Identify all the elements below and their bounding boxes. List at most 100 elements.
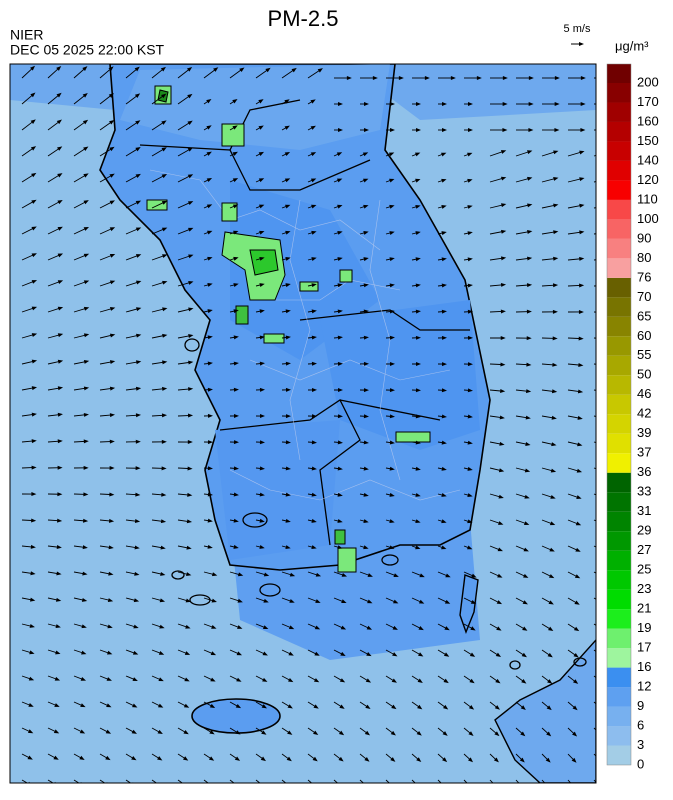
- colorbar-tick-label: 46: [637, 386, 651, 401]
- colorbar-segment: [607, 570, 631, 589]
- colorbar-tick-label: 16: [637, 659, 651, 674]
- colorbar-tick-label: 9: [637, 698, 644, 713]
- arrow-head: [597, 784, 602, 789]
- arrow-head: [545, 784, 550, 789]
- colorbar-segment: [607, 648, 631, 667]
- arrow-head: [571, 784, 576, 789]
- colorbar-tick-label: 33: [637, 484, 651, 499]
- colorbar-tick-label: 23: [637, 581, 651, 596]
- colorbar-segment: [607, 122, 631, 141]
- colorbar-segment: [607, 336, 631, 355]
- colorbar-segment: [607, 317, 631, 336]
- colorbar-tick-label: 100: [637, 211, 659, 226]
- colorbar-segment: [607, 473, 631, 492]
- arrow-head: [493, 784, 498, 789]
- arrow-head: [468, 784, 473, 789]
- colorbar-segment: [607, 395, 631, 414]
- wind-arrow: [594, 780, 602, 789]
- agency: NIER: [10, 27, 43, 43]
- colorbar-tick-label: 50: [637, 367, 651, 382]
- datetime: DEC 05 2025 22:00 KST: [10, 42, 165, 58]
- unit: μg/m³: [615, 38, 649, 53]
- colorbar-segment: [607, 102, 631, 121]
- arrow-head: [599, 679, 604, 684]
- colorbar-segment: [607, 200, 631, 219]
- colorbar-segment: [607, 64, 631, 83]
- colorbar-segment: [607, 375, 631, 394]
- colorbar-segment: [607, 531, 631, 550]
- colorbar-segment: [607, 707, 631, 726]
- colorbar-segment: [607, 141, 631, 160]
- colorbar-tick-label: 90: [637, 230, 651, 245]
- arrow-head: [598, 732, 603, 737]
- colorbar-tick-label: 25: [637, 562, 651, 577]
- arrow-head: [286, 783, 291, 788]
- colorbar-segment: [607, 180, 631, 199]
- colorbar-segment: [607, 726, 631, 745]
- arrow-head: [601, 548, 606, 552]
- colorbar-tick-label: 65: [637, 308, 651, 323]
- colorbar-tick-label: 39: [637, 425, 651, 440]
- colorbar-tick-label: 160: [637, 113, 659, 128]
- arrow-head: [442, 783, 447, 788]
- wind-scale-arrow: [571, 42, 584, 46]
- colorbar-segment: [607, 453, 631, 472]
- colorbar-tick-label: 140: [637, 152, 659, 167]
- colorbar: 0369121617192123252729313336373942465055…: [607, 64, 659, 771]
- colorbar-tick-label: 150: [637, 133, 659, 148]
- colorbar-segment: [607, 551, 631, 570]
- colorbar-segment: [607, 258, 631, 277]
- colorbar-tick-label: 70: [637, 289, 651, 304]
- colorbar-tick-label: 42: [637, 406, 651, 421]
- colorbar-segment: [607, 356, 631, 375]
- colorbar-segment: [607, 239, 631, 258]
- colorbar-tick-label: 12: [637, 678, 651, 693]
- colorbar-tick-label: 200: [637, 74, 659, 89]
- colorbar-tick-label: 55: [637, 347, 651, 362]
- colorbar-tick-label: 19: [637, 620, 651, 635]
- colorbar-segment: [607, 278, 631, 297]
- arrow-head: [601, 574, 606, 578]
- arrow-head: [364, 783, 369, 788]
- colorbar-tick-label: 170: [637, 94, 659, 109]
- colorbar-tick-label: 6: [637, 717, 644, 732]
- colorbar-tick-label: 21: [637, 601, 651, 616]
- colorbar-segment: [607, 609, 631, 628]
- colorbar-segment: [607, 434, 631, 453]
- colorbar-tick-label: 29: [637, 523, 651, 538]
- arrow-head: [312, 783, 317, 788]
- colorbar-segment: [607, 492, 631, 511]
- colorbar-segment: [607, 414, 631, 433]
- arrow-head: [338, 783, 343, 788]
- colorbar-segment: [607, 746, 631, 765]
- colorbar-segment: [607, 83, 631, 102]
- arrow-head: [390, 783, 395, 788]
- wind-scale-label: 5 m/s: [564, 23, 591, 35]
- arrow-head: [597, 758, 602, 763]
- arrow-head: [602, 522, 607, 526]
- colorbar-tick-label: 17: [637, 640, 651, 655]
- colorbar-tick-label: 0: [637, 756, 644, 771]
- colorbar-tick-label: 76: [637, 269, 651, 284]
- title: PM-2.5: [268, 6, 339, 31]
- colorbar-tick-label: 27: [637, 542, 651, 557]
- arrow-head: [416, 783, 421, 788]
- colorbar-tick-label: 110: [637, 191, 658, 206]
- colorbar-segment: [607, 687, 631, 706]
- colorbar-segment: [607, 161, 631, 180]
- map: [10, 64, 612, 789]
- colorbar-segment: [607, 590, 631, 609]
- colorbar-segment: [607, 219, 631, 238]
- colorbar-tick-label: 60: [637, 328, 651, 343]
- colorbar-segment: [607, 629, 631, 648]
- colorbar-tick-label: 31: [637, 503, 651, 518]
- arrow-shaft: [594, 780, 600, 788]
- arrow-head: [519, 784, 524, 789]
- colorbar-tick-label: 36: [637, 464, 651, 479]
- colorbar-segment: [607, 512, 631, 531]
- arrow-head: [600, 627, 605, 631]
- colorbar-segment: [607, 668, 631, 687]
- arrow-head: [598, 706, 603, 711]
- colorbar-tick-label: 120: [637, 172, 659, 187]
